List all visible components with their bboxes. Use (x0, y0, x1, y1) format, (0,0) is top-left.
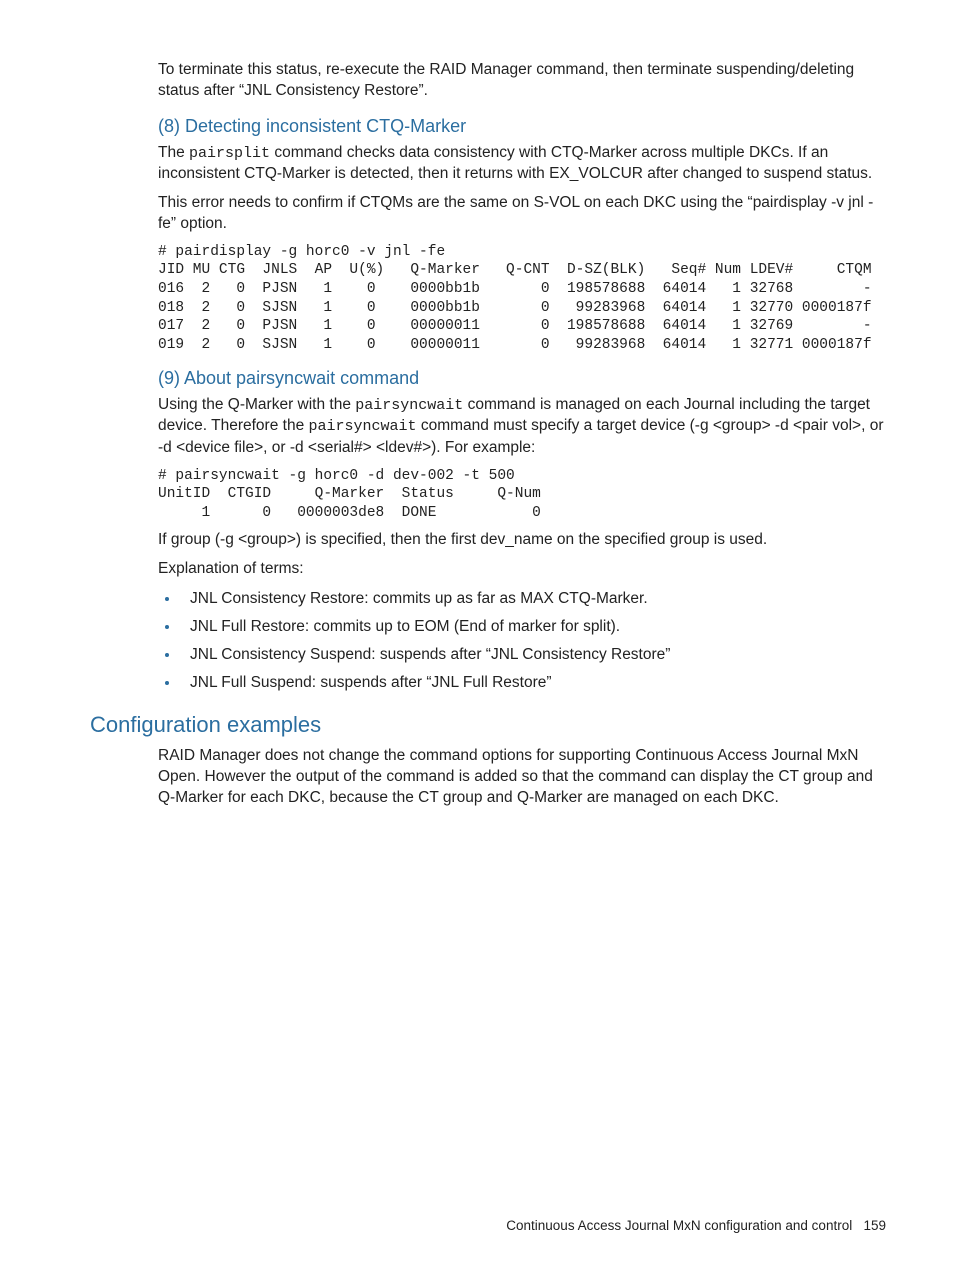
list-item: JNL Consistency Suspend: suspends after … (180, 644, 886, 666)
page-footer: Continuous Access Journal MxN configurat… (506, 1218, 886, 1233)
text-fragment: Using the Q-Marker with the (158, 396, 355, 413)
pairdisplay-output: # pairdisplay -g horc0 -v jnl -fe JID MU… (158, 243, 886, 354)
terms-list: JNL Consistency Restore: commits up as f… (158, 588, 886, 694)
list-item: JNL Full Suspend: suspends after “JNL Fu… (180, 672, 886, 694)
section-8-p1: The pairsplit command checks data consis… (158, 143, 886, 185)
inline-code: pairsyncwait (355, 397, 463, 414)
page-number: 159 (863, 1218, 886, 1233)
intro-paragraph: To terminate this status, re-execute the… (158, 60, 886, 102)
section-9-p3: Explanation of terms: (158, 559, 886, 580)
body-content: To terminate this status, re-execute the… (158, 60, 886, 694)
inline-code: pairsplit (189, 145, 270, 162)
section-8-heading: (8) Detecting inconsistent CTQ-Marker (158, 116, 886, 137)
section-8-p2: This error needs to confirm if CTQMs are… (158, 193, 886, 235)
config-body: RAID Manager does not change the command… (158, 746, 886, 809)
config-examples-heading: Configuration examples (90, 712, 886, 738)
section-9-heading: (9) About pairsyncwait command (158, 368, 886, 389)
config-p1: RAID Manager does not change the command… (158, 746, 886, 809)
section-9-p1: Using the Q-Marker with the pairsyncwait… (158, 395, 886, 458)
footer-title: Continuous Access Journal MxN configurat… (506, 1218, 852, 1233)
inline-code: pairsyncwait (309, 418, 417, 435)
list-item: JNL Consistency Restore: commits up as f… (180, 588, 886, 610)
pairsyncwait-output: # pairsyncwait -g horc0 -d dev-002 -t 50… (158, 467, 886, 523)
text-fragment: The (158, 144, 189, 161)
document-page: To terminate this status, re-execute the… (0, 0, 954, 1271)
section-9-p2: If group (-g <group>) is specified, then… (158, 530, 886, 551)
list-item: JNL Full Restore: commits up to EOM (End… (180, 616, 886, 638)
